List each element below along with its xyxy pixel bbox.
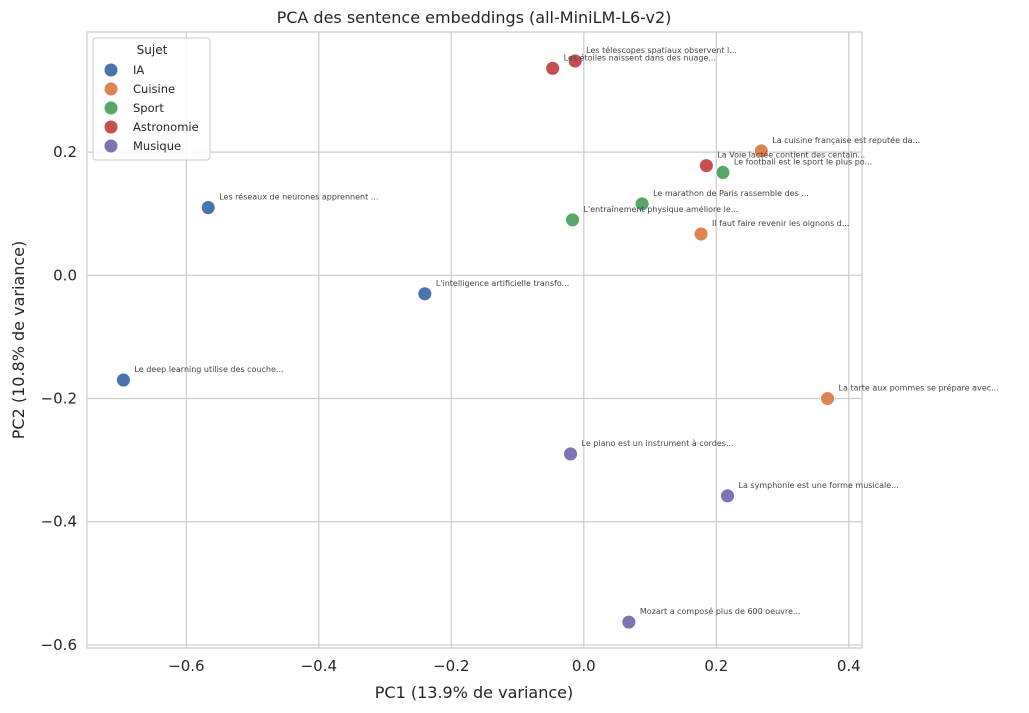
- scatter-point: [720, 488, 735, 504]
- legend-marker: [104, 139, 118, 153]
- x-tick-label: −0.4: [301, 657, 337, 675]
- x-axis-label: PC1 (13.9% de variance): [375, 683, 573, 702]
- x-tick-label: 0.0: [572, 657, 596, 675]
- legend-marker: [104, 82, 118, 96]
- legend-title: Sujet: [137, 43, 168, 57]
- legend-label: Musique: [133, 139, 181, 153]
- scatter-point: [567, 53, 583, 69]
- scatter-point: [563, 446, 578, 462]
- scatter-point: [698, 158, 714, 174]
- legend: Sujet IA Cuisine Sport Astronomie Musique: [92, 37, 211, 161]
- point-label: L'entraînement physique améliore le...: [584, 204, 739, 214]
- scatter-point: [753, 143, 769, 159]
- y-tick-labels: −0.6 −0.4 −0.2 0.0 0.2: [41, 143, 77, 654]
- scatter-point: [200, 200, 216, 216]
- scatter-point: [715, 164, 731, 180]
- scatter-point: [115, 372, 131, 388]
- chart-title: PCA des sentence embeddings (all-MiniLM-…: [277, 8, 672, 27]
- scatter-point: [693, 226, 709, 242]
- scatter-point: [565, 212, 580, 228]
- legend-marker: [104, 63, 118, 77]
- x-tick-label: 0.4: [837, 657, 861, 675]
- y-axis-label: PC2 (10.8% de variance): [9, 241, 28, 439]
- scatter-point: [545, 60, 561, 76]
- y-tick-label: 0.2: [53, 143, 77, 161]
- point-label: Le marathon de Paris rassemble des ...: [653, 189, 809, 198]
- point-label: Mozart a composé plus de 600 oeuvre...: [640, 606, 801, 616]
- legend-label: IA: [133, 63, 144, 77]
- point-label: La Voie lactée contient des centain...: [717, 150, 865, 160]
- y-tick-label: −0.4: [41, 513, 77, 531]
- point-labels: Les réseaux de neurones apprennent ... L'…: [134, 45, 998, 616]
- grid-lines: [87, 32, 862, 648]
- scatter-point: [417, 286, 433, 302]
- x-tick-labels: −0.6 −0.4 −0.2 0.0 0.2 0.4: [168, 657, 861, 675]
- legend-label: Astronomie: [133, 120, 199, 134]
- legend-marker: [104, 101, 118, 115]
- legend-label: Sport: [133, 101, 164, 115]
- point-label: Il faut faire revenir les oignons d...: [712, 219, 849, 228]
- point-label: Les télescopes spatiaux observent l...: [586, 45, 737, 55]
- legend-marker: [104, 120, 118, 134]
- point-label: La symphonie est une forme musicale...: [739, 481, 899, 490]
- y-tick-label: 0.0: [53, 266, 77, 284]
- x-tick-label: −0.2: [433, 657, 469, 675]
- legend-box: [92, 37, 211, 161]
- legend-entries: IA Cuisine Sport Astronomie Musique: [104, 63, 199, 153]
- point-label: La cuisine française est reputée da...: [772, 135, 920, 145]
- point-label: Le piano est un instrument à cordes...: [582, 439, 734, 448]
- scatter-points: [115, 53, 836, 630]
- y-tick-label: −0.2: [41, 390, 77, 408]
- point-label: L'intelligence artificielle transfo...: [436, 279, 569, 288]
- scatter-point: [621, 614, 637, 630]
- scatter-point: [820, 391, 836, 406]
- scatter-point: [634, 196, 650, 212]
- point-label: Le deep learning utilise des couche...: [134, 365, 283, 374]
- x-tick-label: 0.2: [704, 657, 728, 675]
- point-label: Les réseaux de neurones apprennent ...: [219, 192, 378, 202]
- point-label: Les étoiles naissent dans des nuage...: [564, 52, 716, 62]
- point-label: La tarte aux pommes se prépare avec...: [839, 383, 999, 393]
- y-tick-label: −0.6: [41, 636, 77, 654]
- plot-area-frame: [86, 31, 863, 649]
- legend-label: Cuisine: [133, 82, 175, 96]
- point-label: Le football est le sport le plus po...: [734, 157, 872, 166]
- x-tick-label: −0.6: [168, 657, 204, 675]
